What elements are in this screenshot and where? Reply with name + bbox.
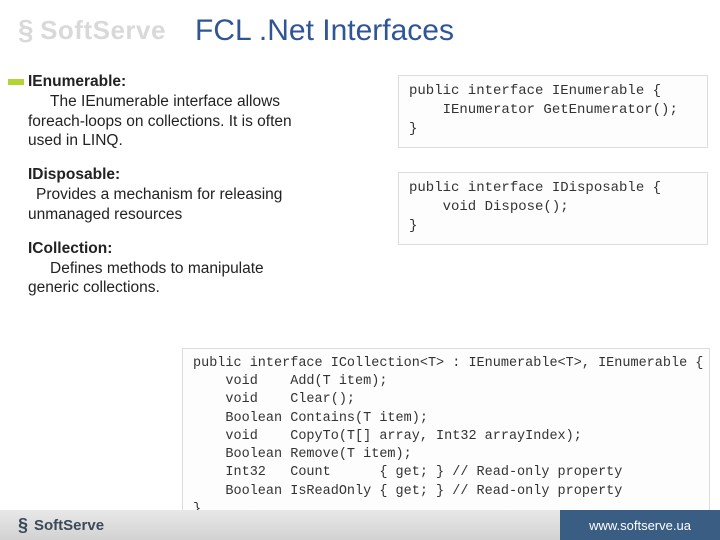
content-column: IEnumerable: The IEnumerable interface a…: [28, 72, 388, 298]
ienumerable-desc-2: foreach-loops on collections. It is ofte…: [28, 112, 388, 132]
icollection-desc-1: Defines methods to manipulate: [28, 259, 388, 279]
footer-brand: § SoftServe: [0, 510, 560, 540]
ienumerable-desc-3: used in LINQ.: [28, 131, 388, 151]
watermark-text: SoftServe: [40, 15, 166, 46]
code-icollection: public interface ICollection<T> : IEnume…: [182, 348, 710, 528]
term-ienumerable: IEnumerable:: [28, 72, 388, 92]
footer-url: www.softserve.ua: [560, 510, 720, 540]
term-idisposable: IDisposable:: [28, 165, 388, 185]
watermark-logo: § SoftServe: [18, 14, 166, 46]
swirl-icon: §: [18, 515, 28, 536]
ienumerable-desc-1: The IEnumerable interface allows: [28, 92, 388, 112]
footer-brand-text: SoftServe: [34, 517, 104, 534]
swirl-icon: §: [18, 14, 34, 46]
term-icollection: ICollection:: [28, 239, 388, 259]
idisposable-desc-2: unmanaged resources: [28, 205, 388, 225]
footer-bar: § SoftServe www.softserve.ua: [0, 510, 720, 540]
accent-bar: [8, 79, 24, 85]
code-ienumerable: public interface IEnumerable { IEnumerat…: [398, 75, 708, 148]
page-title: FCL .Net Interfaces: [195, 14, 454, 48]
code-idisposable: public interface IDisposable { void Disp…: [398, 172, 708, 245]
icollection-desc-2: generic collections.: [28, 278, 388, 298]
idisposable-desc-1: Provides a mechanism for releasing: [28, 185, 388, 205]
